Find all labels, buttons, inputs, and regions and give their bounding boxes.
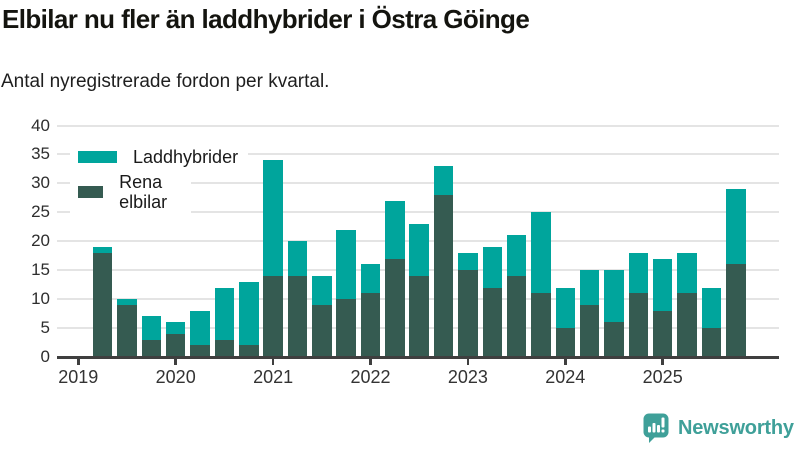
bar-segment — [239, 281, 259, 346]
bar-segment — [263, 160, 283, 276]
gridline — [57, 182, 779, 185]
x-axis-tick — [271, 358, 275, 365]
bar-segment — [628, 252, 649, 294]
bar-segment — [604, 322, 624, 357]
bar-segment — [385, 258, 405, 357]
bar-segment — [336, 229, 356, 300]
x-axis-tick-label: 2020 — [155, 367, 196, 387]
bar-segment — [531, 293, 551, 357]
bar-segment — [214, 287, 235, 340]
bar-segment — [506, 235, 527, 276]
y-axis-tick-label: 35 — [31, 144, 50, 164]
y-axis-tick-label: 5 — [40, 318, 50, 338]
x-axis-tick-label: 2021 — [253, 367, 294, 387]
bar-segment — [433, 194, 454, 357]
x-axis-tick — [174, 358, 177, 365]
bar-segment — [312, 275, 332, 305]
y-axis-tick-label: 20 — [31, 231, 50, 251]
bar-segment — [263, 275, 283, 357]
bar-segment — [409, 223, 429, 276]
bar-segment — [482, 287, 502, 357]
legend-item-laddhybrider: Laddhybrider — [70, 144, 249, 170]
bar-segment — [214, 339, 235, 357]
bar-segment — [726, 264, 746, 357]
x-axis-tick-label: 2022 — [350, 367, 391, 387]
bar-segment — [385, 200, 405, 259]
bar-segment — [92, 247, 113, 253]
bar-segment — [239, 345, 259, 357]
bar-segment — [458, 270, 478, 357]
bar-segment — [141, 339, 162, 357]
bar-segment — [117, 304, 137, 357]
bar-segment — [726, 189, 746, 265]
bar-segment — [701, 287, 722, 329]
chart-subtitle: Antal nyregistrerade fordon per kvartal. — [1, 71, 330, 92]
legend-label-laddhybrider: Laddhybrider — [133, 147, 239, 167]
x-axis-tick — [77, 358, 80, 365]
bar-segment — [165, 322, 186, 334]
bar-segment — [555, 328, 576, 357]
x-axis-tick-label: 2023 — [447, 367, 488, 387]
bar-segment — [652, 310, 673, 357]
bar-segment — [141, 316, 162, 340]
bar-segment — [579, 270, 600, 305]
gridline — [57, 153, 779, 156]
bar-segment — [360, 264, 381, 294]
bar-segment — [604, 270, 624, 323]
bar-segment — [190, 310, 210, 346]
y-axis-tick-label: 25 — [31, 202, 50, 222]
bar-segment — [458, 252, 478, 271]
bar-segment — [628, 293, 649, 357]
bar-segment — [287, 275, 308, 357]
bar-segment — [409, 275, 429, 357]
x-axis-tick-label: 2024 — [545, 367, 586, 387]
x-axis-tick-label: 2025 — [642, 367, 683, 387]
bar-segment — [336, 299, 356, 357]
newsworthy-logo-icon — [643, 413, 669, 443]
y-axis-tick-label: 0 — [40, 347, 50, 366]
gridline — [57, 124, 779, 127]
gridline — [57, 211, 779, 214]
bar-segment — [555, 287, 576, 329]
bar-segment — [360, 293, 381, 357]
bar-segment — [312, 304, 332, 357]
x-axis-line — [57, 355, 779, 359]
bar-segment — [506, 275, 527, 357]
legend-label-rena-elbilar: Rena elbilar — [119, 172, 168, 212]
bar-segment — [287, 241, 308, 276]
newsworthy-logo-text: Newsworthy — [678, 417, 794, 439]
bar-segment — [482, 247, 502, 288]
bar-segment — [677, 293, 697, 357]
chart-title: Elbilar nu fler än laddhybrider i Östra … — [2, 4, 530, 34]
y-axis-tick-label: 10 — [31, 289, 50, 309]
bar-segment — [92, 252, 113, 357]
x-axis-tick — [369, 358, 372, 365]
bar-segment — [701, 328, 722, 357]
x-axis-tick — [661, 358, 664, 365]
legend-swatch-laddhybrider — [78, 151, 117, 163]
bar-segment — [677, 252, 697, 294]
y-axis-tick-label: 40 — [31, 115, 50, 135]
legend-swatch-rena-elbilar — [78, 186, 104, 198]
y-axis-tick-label: 30 — [31, 173, 50, 193]
x-axis-tick-label: 2019 — [58, 367, 99, 387]
bar-segment — [579, 304, 600, 357]
bar-segment — [652, 258, 673, 311]
y-axis-tick-label: 15 — [31, 260, 50, 280]
newsworthy-logo: Newsworthy — [643, 413, 794, 444]
bar-segment — [190, 345, 210, 357]
bar-segment — [117, 299, 137, 305]
bar-segment — [165, 333, 186, 357]
legend-item-rena-elbilar: Rena elbilar — [70, 169, 192, 215]
x-axis-tick — [466, 358, 470, 365]
x-axis-tick — [564, 358, 567, 365]
bar-segment — [531, 212, 551, 294]
bar-segment — [433, 166, 454, 195]
